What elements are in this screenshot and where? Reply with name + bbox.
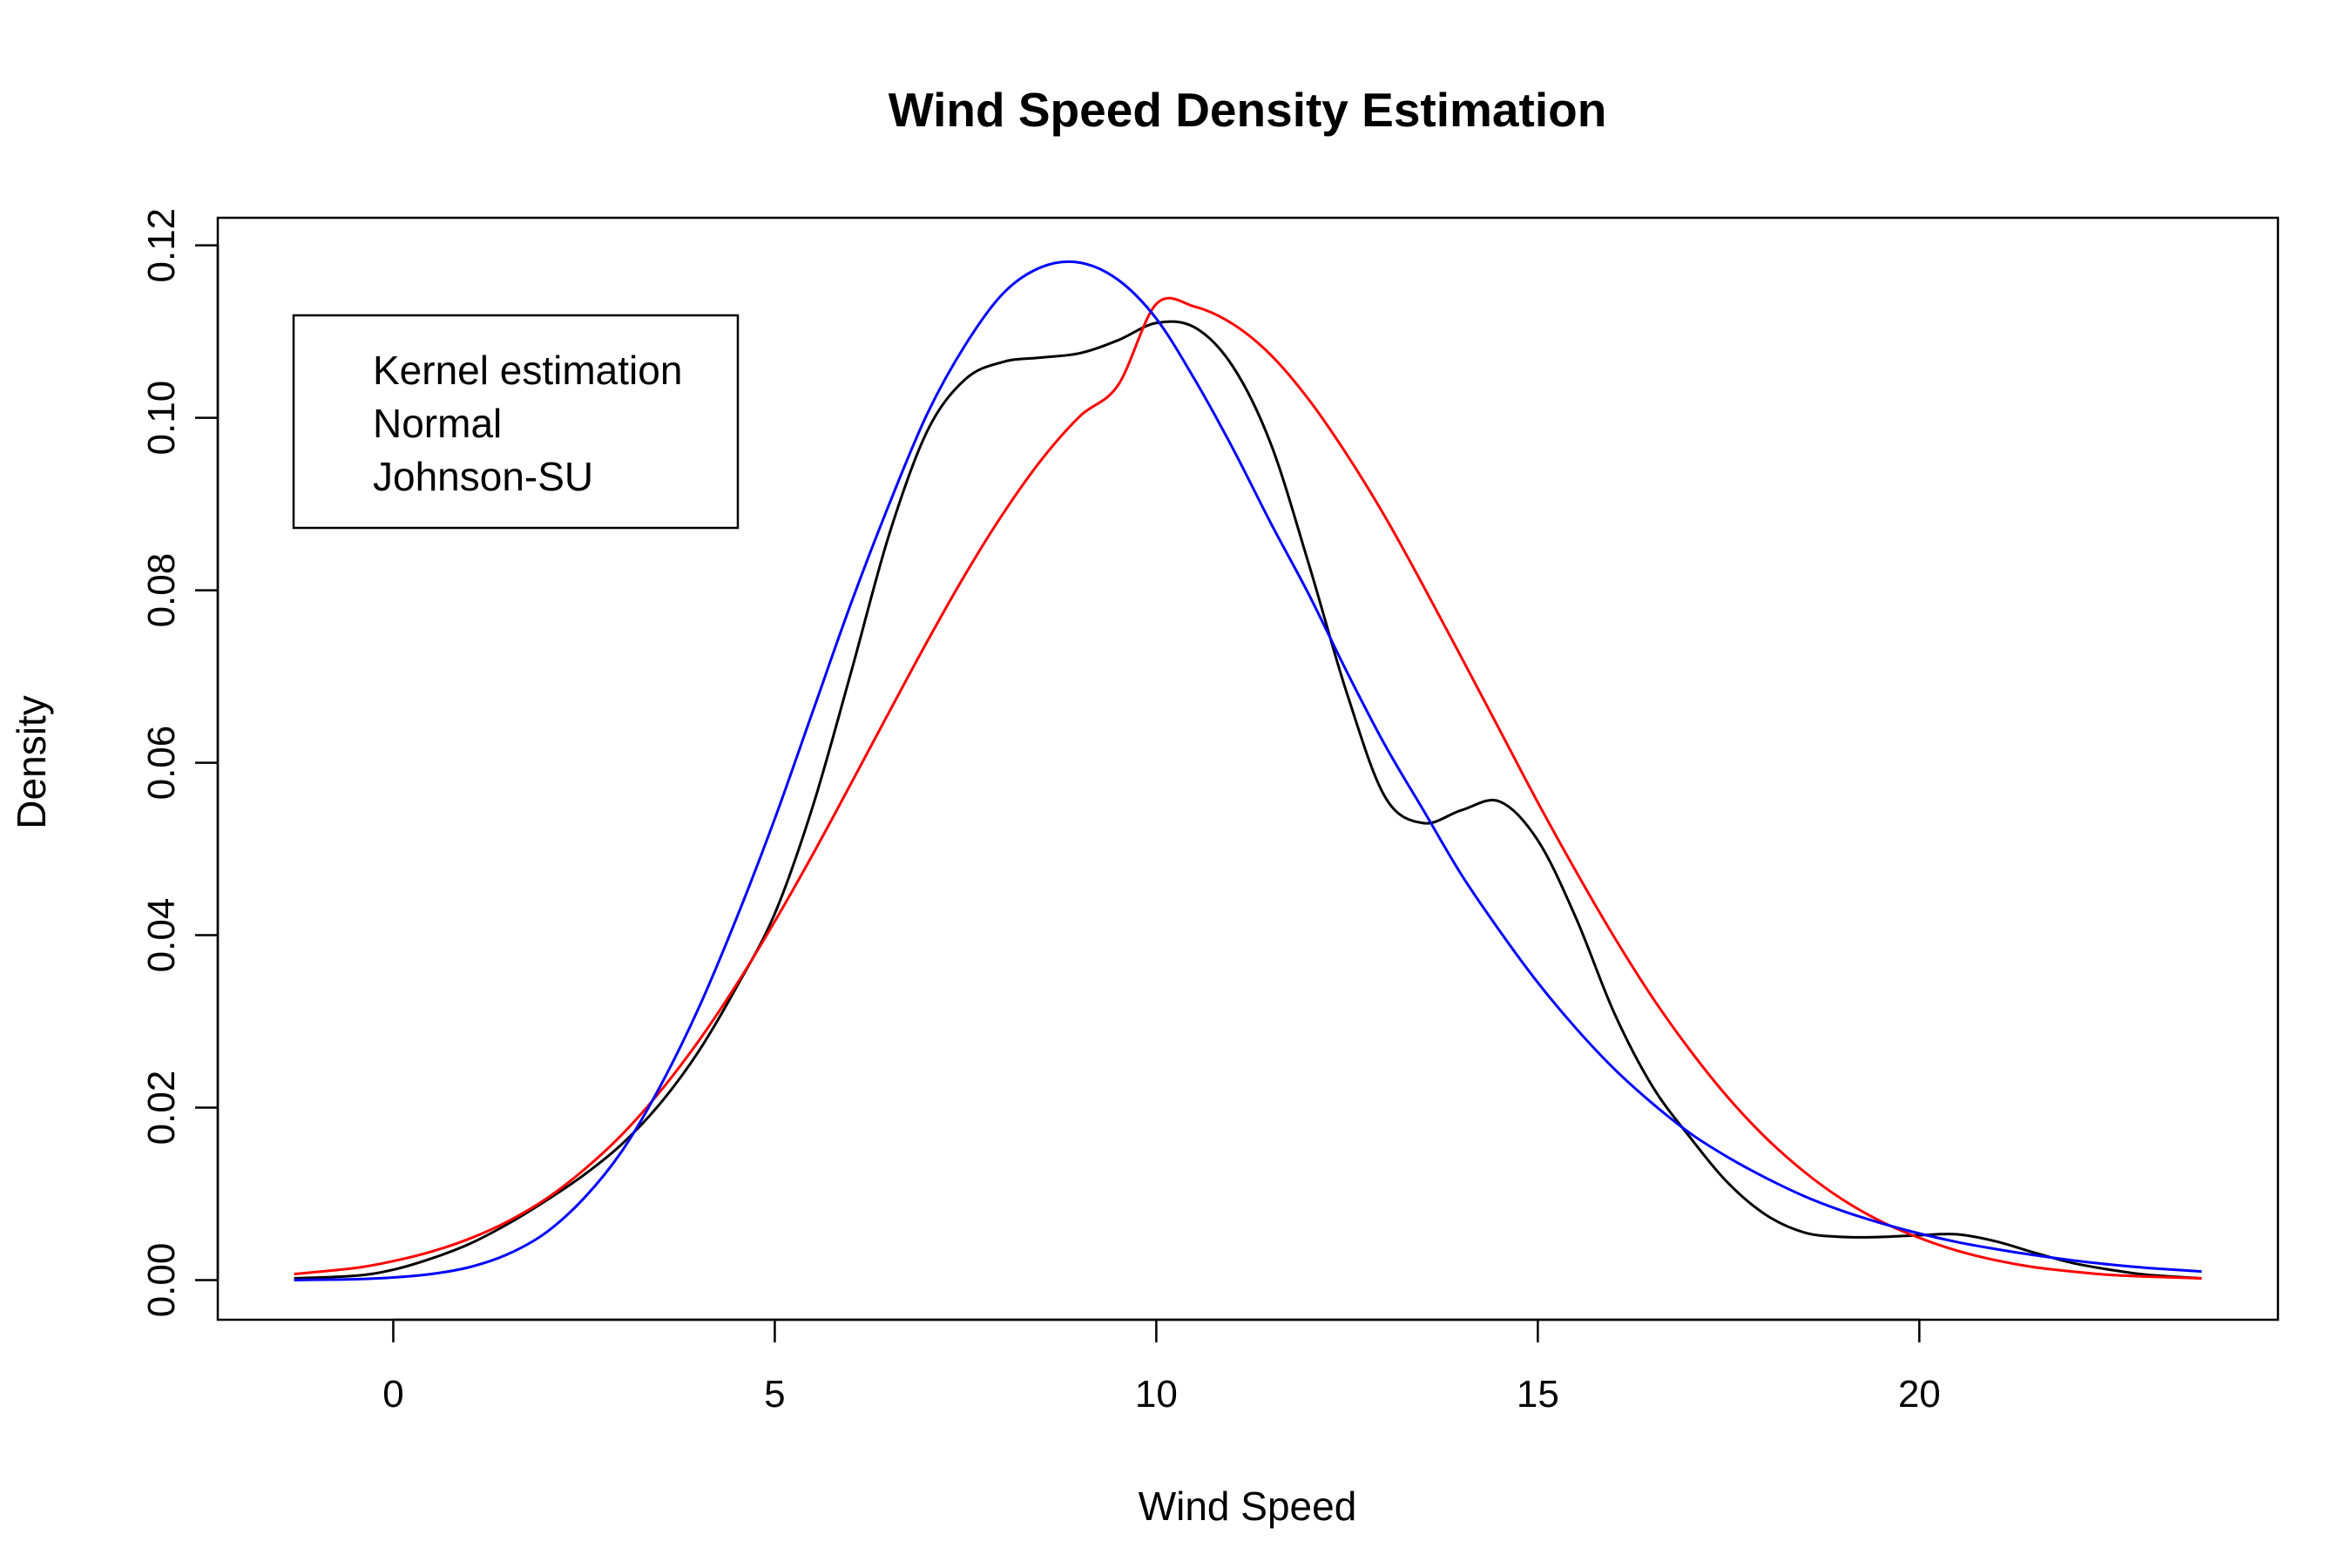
series-line-johnson-su [294, 260, 2202, 1281]
plot-frame [216, 216, 2280, 1321]
series-line-kernel-estimation [294, 320, 2202, 1280]
y-axis: 0.00 0.02 0.04 0.06 0.08 0.10 0.12 [140, 208, 220, 1318]
legend-entry-kernel: Kernel estimation [373, 348, 682, 393]
x-tick-label: 15 [1517, 1373, 1559, 1416]
x-tick-label: 5 [764, 1373, 785, 1416]
x-axis-label: Wind Speed [1139, 1484, 1357, 1529]
y-axis-label: Density [9, 695, 54, 828]
y-tick-label: 0.02 [140, 1071, 183, 1146]
chart-title: Wind Speed Density Estimation [889, 83, 1607, 137]
y-tick-label: 0.10 [140, 381, 183, 456]
y-tick-label: 0.08 [140, 553, 183, 628]
y-tick-label: 0.00 [140, 1243, 183, 1318]
series-line-normal [294, 296, 2202, 1280]
y-tick-label: 0.04 [140, 898, 183, 973]
legend-box [292, 314, 740, 530]
x-axis: 0 5 10 15 20 [382, 1318, 1941, 1416]
y-tick-label: 0.12 [140, 208, 183, 283]
y-tick-label: 0.06 [140, 726, 183, 801]
legend-entry-johnson-su: Johnson-SU [373, 454, 593, 499]
legend-entry-normal: Normal [373, 401, 502, 446]
x-tick-label: 10 [1135, 1373, 1178, 1416]
series-layer [294, 260, 2202, 1281]
legend: Kernel estimation Normal Johnson-SU [292, 314, 740, 530]
x-tick-label: 20 [1898, 1373, 1941, 1416]
x-tick-label: 0 [382, 1373, 403, 1416]
